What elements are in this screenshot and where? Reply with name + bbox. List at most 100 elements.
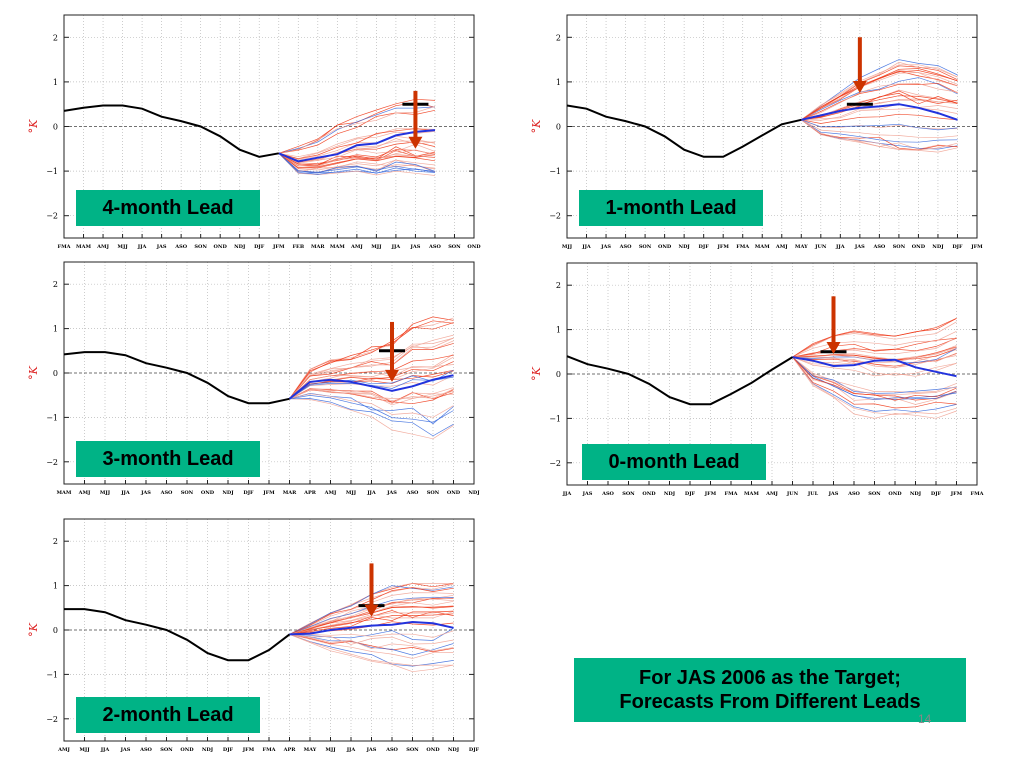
y-tick-label: 0 xyxy=(556,123,561,132)
x-tick-label: MAM xyxy=(76,244,91,250)
ensemble-member-line xyxy=(801,119,958,143)
x-tick-label: APR xyxy=(303,490,317,496)
ensemble-member-line xyxy=(801,98,958,121)
ensemble-member-line xyxy=(801,72,958,121)
x-tick-label: ASO xyxy=(428,244,441,250)
x-tick-label: JFM xyxy=(950,491,963,497)
x-tick-label: JUN xyxy=(814,244,827,250)
x-tick-label: OND xyxy=(447,490,461,496)
ensemble-member-line xyxy=(801,103,958,121)
y-axis-label: °K xyxy=(530,119,543,134)
ensemble-member-line xyxy=(278,153,436,171)
ensemble-member-line xyxy=(801,82,958,121)
y-tick-label: −2 xyxy=(549,459,561,468)
x-tick-label: MAM xyxy=(57,490,72,496)
chart-0-month: −2 −1 0 1 2 °K JJA JAS ASO SON OND NDJ DJF JFM FMA MAM A… xyxy=(530,262,984,497)
y-axis-label: °K xyxy=(27,119,40,134)
x-tick-label: AMJ xyxy=(57,747,70,753)
forecast-arrow-head xyxy=(852,81,867,94)
ensemble-member-line xyxy=(801,77,958,121)
x-tick-label: JAS xyxy=(140,490,151,496)
ensemble-member-line xyxy=(792,356,957,376)
ensemble-mean-line xyxy=(278,129,436,163)
chart-1-month: −2 −1 0 1 2 °K MJJ JJA JAS ASO SON OND NDJ DJF JFM FMA M… xyxy=(530,14,983,250)
x-tick-label: JUL xyxy=(807,491,819,497)
y-tick-label: −1 xyxy=(46,670,58,679)
x-tick-label: APR xyxy=(283,747,297,753)
x-tick-label: MJJ xyxy=(562,244,573,250)
ensemble-member-line xyxy=(801,83,958,121)
x-tick-label: DJF xyxy=(254,244,265,250)
y-tick-label: 1 xyxy=(53,325,58,334)
ensemble-member-line xyxy=(289,613,454,635)
x-tick-label: JAS xyxy=(828,491,839,497)
ensemble-member-line xyxy=(278,153,436,169)
x-tick-label: JJA xyxy=(100,747,110,753)
ensemble-member-line xyxy=(801,119,958,139)
y-tick-label: −1 xyxy=(46,413,58,422)
x-tick-label: MAY xyxy=(795,244,808,250)
ensemble-member-line xyxy=(289,634,454,659)
x-tick-label: JAS xyxy=(386,490,397,496)
ensemble-member-line xyxy=(801,92,958,121)
ensemble-member-line xyxy=(289,398,454,437)
x-tick-label: NDJ xyxy=(679,244,691,250)
forecast-arrow-head xyxy=(408,136,423,149)
x-tick-label: JAS xyxy=(366,747,377,753)
summary-line-2: Forecasts From Different Leads xyxy=(619,691,921,713)
x-tick-label: SON xyxy=(448,244,461,250)
x-tick-label: JFM xyxy=(262,490,275,496)
x-tick-label: JJA xyxy=(137,244,147,250)
x-tick-label: DJF xyxy=(469,747,480,753)
ensemble-member-line xyxy=(289,634,454,656)
ensemble-member-line xyxy=(792,346,957,361)
ensemble-member-line xyxy=(792,356,957,409)
chart-3-month: −2 −1 0 1 2 °K MAM AMJ MJJ JJA JAS ASO SON OND NDJ DJF J… xyxy=(27,261,480,496)
y-axis-label: °K xyxy=(27,365,40,380)
ensemble-member-line xyxy=(278,106,436,154)
y-tick-label: −1 xyxy=(549,167,561,176)
x-tick-label: FMA xyxy=(263,747,276,753)
x-tick-label: ASO xyxy=(174,244,187,250)
ensemble-member-line xyxy=(792,356,957,393)
ensemble-member-line xyxy=(792,330,957,358)
x-tick-label: JAS xyxy=(156,244,167,250)
ensemble-member-line xyxy=(289,395,454,423)
x-tick-label: AMJ xyxy=(78,490,91,496)
x-tick-label: NDJ xyxy=(222,490,234,496)
ensemble-member-line xyxy=(289,337,454,400)
x-tick-label: SON xyxy=(639,244,652,250)
observed-line xyxy=(566,104,802,158)
x-tick-label: MJJ xyxy=(371,244,382,250)
x-tick-label: FMA xyxy=(736,244,749,250)
ensemble-member-line xyxy=(278,109,436,154)
x-tick-label: DJF xyxy=(223,747,234,753)
ensemble-member-line xyxy=(289,630,454,638)
ensemble-member-line xyxy=(289,634,454,645)
ensemble-member-line xyxy=(289,634,454,673)
x-tick-label: OND xyxy=(180,747,194,753)
x-tick-label: MJJ xyxy=(100,490,111,496)
x-tick-label: OND xyxy=(912,244,926,250)
x-tick-label: JFM xyxy=(242,747,255,753)
x-tick-label: MAY xyxy=(304,747,317,753)
ensemble-mean-line xyxy=(289,620,454,636)
y-tick-label: −2 xyxy=(46,458,58,467)
x-tick-label: ASO xyxy=(406,490,419,496)
x-tick-label: AMJ xyxy=(350,244,363,250)
ensemble-mean-line xyxy=(792,356,957,378)
ensemble-member-line xyxy=(801,119,958,130)
x-tick-label: FMA xyxy=(58,244,71,250)
ensemble-member-line xyxy=(289,634,454,652)
y-axis-label: °K xyxy=(27,622,40,637)
x-tick-label: SON xyxy=(406,747,419,753)
ensemble-member-line xyxy=(278,128,436,158)
x-tick-label: JFM xyxy=(272,244,285,250)
observed-line xyxy=(63,351,290,405)
x-tick-label: NDJ xyxy=(910,491,922,497)
y-tick-label: 0 xyxy=(53,369,58,378)
x-tick-label: MJJ xyxy=(325,747,336,753)
x-tick-label: AMJ xyxy=(324,490,337,496)
x-tick-label: SON xyxy=(622,491,635,497)
x-tick-label: AMJ xyxy=(775,244,788,250)
